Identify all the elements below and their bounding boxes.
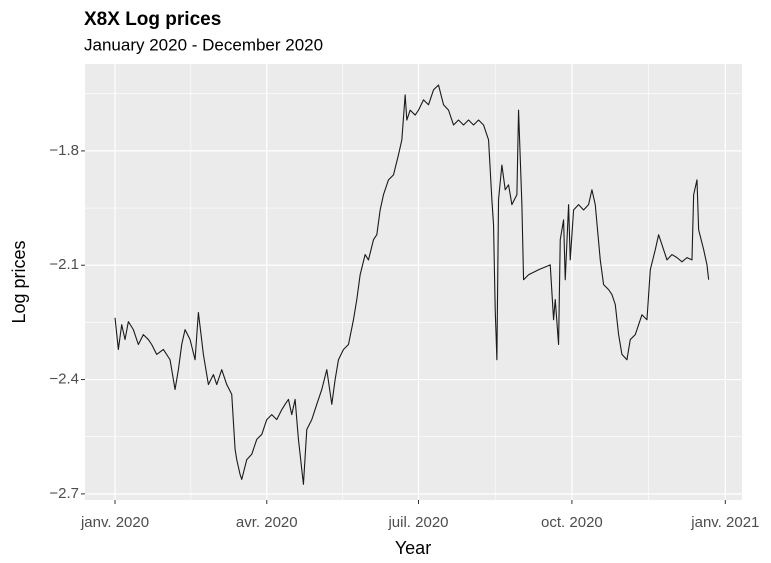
plot-panel — [85, 64, 742, 500]
y-axis-label: Log prices — [9, 240, 29, 323]
y-tick-label: −1.8 — [49, 142, 79, 159]
y-tick-label: −2.4 — [49, 371, 79, 388]
x-tick-label: juil. 2020 — [387, 514, 448, 531]
price-line — [114, 84, 710, 485]
chart-title: X8X Log prices — [84, 9, 221, 30]
chart-subtitle: January 2020 - December 2020 — [84, 35, 323, 54]
y-tick-label: −2.7 — [49, 485, 79, 502]
x-tick-label: avr. 2020 — [236, 514, 298, 531]
x-tick-label: oct. 2020 — [541, 514, 603, 531]
x-axis-label: Year — [395, 538, 431, 558]
y-tick-label: −2.1 — [49, 256, 79, 273]
x-tick-label: janv. 2021 — [690, 514, 759, 531]
x-tick-label: janv. 2020 — [80, 514, 149, 531]
